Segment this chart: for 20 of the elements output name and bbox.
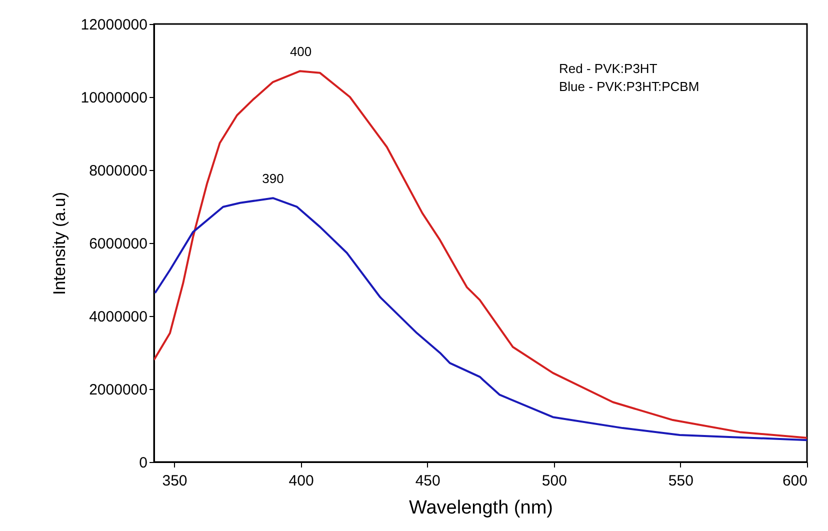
annotation: Red - PVK:P3HT [559,61,658,76]
y-tick-label: 10000000 [80,90,148,106]
annotation: 390 [262,171,284,186]
annotation: Blue - PVK:P3HT:PCBM [559,79,700,94]
x-tick-label: 350 [162,472,188,490]
annotation: 400 [290,44,312,60]
x-tick-label: 450 [415,472,440,490]
y-tick-label: 2000000 [89,382,148,398]
x-axis-title: Wavelength (nm) [409,498,553,518]
x-tick-label: 600 [782,472,808,490]
y-tick-label: 8000000 [89,162,148,180]
line-series [154,197,807,442]
x-tick-label: 550 [668,472,694,490]
y-tick-label: 6000000 [89,236,148,252]
y-tick-label: 4000000 [89,308,148,326]
y-axis-title: Intensity (a.u) [50,192,69,295]
y-tick-label: 0 [139,454,148,472]
x-tick-label: 400 [288,472,314,490]
y-tick-label: 12000000 [80,16,148,34]
x-tick-label: 500 [542,472,567,490]
